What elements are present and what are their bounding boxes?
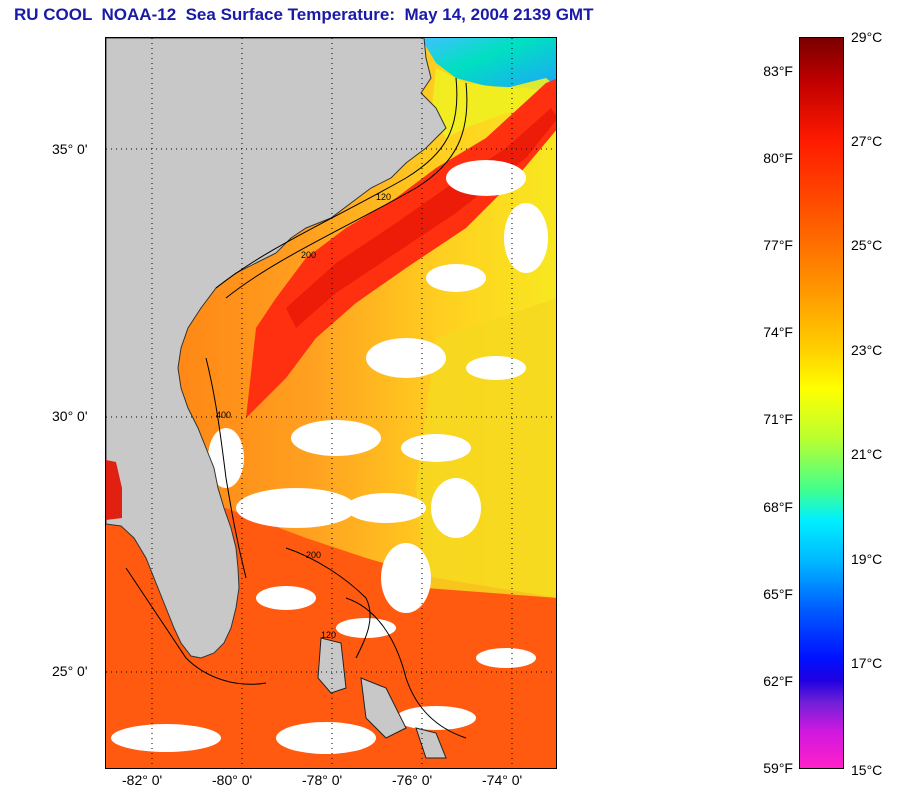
- contour-label: 120: [321, 630, 336, 640]
- tick-f-80: 80°F: [763, 150, 793, 166]
- lon-label-76: -76° 0': [392, 772, 433, 788]
- contour-label: 200: [306, 550, 321, 560]
- gulf-coast-water: [106, 460, 122, 520]
- lon-label-80: -80° 0': [212, 772, 253, 788]
- lat-label-25: 25° 0': [52, 663, 88, 679]
- contour-label: 400: [216, 410, 231, 420]
- lat-label-35: 35° 0': [52, 141, 88, 157]
- tick-f-74: 74°F: [763, 324, 793, 340]
- lon-label-74: -74° 0': [482, 772, 523, 788]
- tick-c-19: 19°C: [851, 551, 883, 567]
- cloud-mask: [111, 160, 548, 754]
- graticule: [106, 38, 556, 768]
- tick-f-68: 68°F: [763, 499, 793, 515]
- tick-f-83: 83°F: [763, 63, 793, 79]
- tick-c-25: 25°C: [851, 237, 883, 253]
- tick-f-62: 62°F: [763, 673, 793, 689]
- cold-water-patch: [421, 38, 556, 93]
- color-scale-bar: [799, 37, 844, 769]
- contour-label: 200: [301, 250, 316, 260]
- tick-f-77: 77°F: [763, 237, 793, 253]
- tick-c-27: 27°C: [851, 133, 883, 149]
- lon-label-78: -78° 0': [302, 772, 343, 788]
- lat-label-30: 30° 0': [52, 408, 88, 424]
- islands: [317, 637, 447, 759]
- sst-map[interactable]: 120 200 400 200 120: [105, 37, 557, 769]
- cool-shelf-water: [431, 68, 556, 138]
- chart-title: RU COOL NOAA-12 Sea Surface Temperature:…: [14, 5, 594, 24]
- tick-c-15: 15°C: [851, 762, 883, 778]
- tick-c-23: 23°C: [851, 342, 883, 358]
- tick-c-17: 17°C: [851, 655, 883, 671]
- tick-f-59: 59°F: [763, 760, 793, 776]
- tick-c-29: 29°C: [851, 29, 883, 45]
- lon-label-82: -82° 0': [122, 772, 163, 788]
- bathymetry-contours: [125, 77, 468, 739]
- contour-label: 120: [376, 192, 391, 202]
- tick-f-71: 71°F: [763, 411, 793, 427]
- tick-f-65: 65°F: [763, 586, 793, 602]
- land-us-coast: [106, 38, 447, 659]
- tick-c-21: 21°C: [851, 446, 883, 462]
